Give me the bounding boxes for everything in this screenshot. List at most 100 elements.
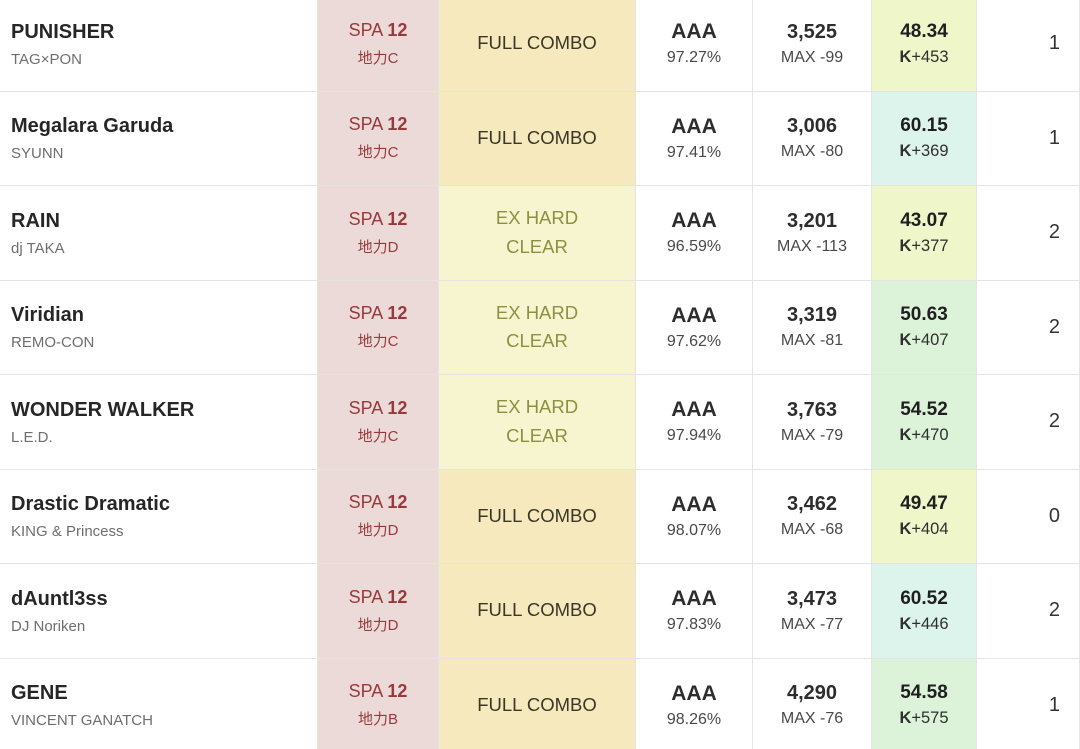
chart-level: 12 [387, 19, 408, 40]
play-count-cell: 2 [977, 564, 1080, 658]
rating-k-delta: +369 [911, 142, 949, 161]
grade-percent: 96.59% [666, 238, 722, 256]
song-cell: GENE VINCENT GANATCH [0, 658, 318, 749]
table-row[interactable]: WONDER WALKER L.E.D. SPA 12 地力C EX HARD … [0, 375, 1080, 470]
clear-lamp-label: EX HARD CLEAR [495, 301, 579, 352]
rating-cell: 43.07 K+377 [872, 186, 977, 280]
song-artist: KING & Princess [11, 523, 124, 541]
rating-k-value: K+369 [899, 142, 948, 161]
grade-value: AAA [671, 114, 717, 138]
play-count-cell: 1 [977, 658, 1080, 749]
chart-difficulty-cell: SPA 12 地力D [318, 186, 439, 280]
rating-value: 60.15 [900, 115, 948, 137]
chart-difficulty-cell: SPA 12 地力B [318, 658, 439, 749]
song-artist: DJ Noriken [11, 617, 86, 635]
score-cell: 3,763 MAX -79 [753, 375, 872, 469]
song-artist: TAG×PON [11, 50, 82, 68]
chart-style-label: SPA [348, 586, 383, 607]
rating-cell: 54.58 K+575 [872, 658, 977, 749]
ex-score-value: 3,319 [786, 304, 838, 327]
rating-value: 48.34 [900, 20, 948, 42]
chart-difficulty-cell: SPA 12 地力C [318, 280, 439, 374]
play-count-value: 2 [1048, 221, 1060, 244]
play-count-value: 1 [1048, 693, 1060, 716]
ex-score-value: 3,473 [786, 587, 838, 610]
chart-level: 12 [387, 114, 408, 135]
chart-level: 12 [387, 397, 408, 418]
song-cell: Drastic Dramatic KING & Princess [0, 469, 318, 563]
rating-k-prefix: K [899, 331, 912, 350]
grade-value: AAA [671, 587, 717, 611]
rating-cell: 49.47 K+404 [872, 469, 977, 563]
song-artist: SYUNN [11, 145, 64, 163]
song-artist: VINCENT GANATCH [11, 712, 153, 730]
chart-style-label: SPA [348, 114, 383, 135]
grade-percent: 98.07% [666, 521, 722, 539]
grade-percent: 97.27% [666, 49, 722, 67]
song-title: RAIN [11, 209, 60, 232]
table-row[interactable]: dAuntl3ss DJ Noriken SPA 12 地力D FULL COM… [0, 564, 1080, 659]
play-count-value: 0 [1048, 504, 1060, 527]
grade-cell: AAA 97.94% [636, 375, 753, 469]
song-title: Megalara Garuda [11, 115, 174, 138]
rating-k-delta: +575 [911, 709, 949, 728]
table-row[interactable]: Drastic Dramatic KING & Princess SPA 12 … [0, 469, 1080, 564]
grade-value: AAA [671, 398, 717, 422]
play-count-value: 1 [1048, 32, 1060, 55]
clear-lamp-cell: FULL COMBO [439, 658, 636, 749]
chart-difficulty: SPA 12 [349, 587, 408, 608]
table-row[interactable]: GENE VINCENT GANATCH SPA 12 地力B FULL COM… [0, 658, 1080, 749]
song-title: GENE [11, 682, 68, 705]
tier-label: 地力C [357, 144, 399, 162]
clear-lamp-cell: FULL COMBO [439, 469, 636, 563]
chart-difficulty: SPA 12 [349, 303, 408, 324]
chart-style-label: SPA [348, 492, 383, 513]
rating-k-prefix: K [899, 236, 912, 255]
play-count-cell: 0 [977, 469, 1080, 563]
rating-value: 49.47 [900, 493, 948, 515]
grade-cell: AAA 97.41% [636, 91, 753, 185]
clear-lamp-cell: EX HARD CLEAR [439, 280, 636, 374]
chart-difficulty: SPA 12 [349, 398, 408, 419]
rating-cell: 60.15 K+369 [872, 91, 977, 185]
rating-k-value: K+453 [899, 48, 948, 67]
max-diff-value: MAX -79 [780, 426, 844, 444]
tier-label: 地力D [357, 522, 399, 540]
max-diff-value: MAX -99 [780, 48, 844, 66]
table-row[interactable]: Viridian REMO-CON SPA 12 地力C EX HARD CLE… [0, 280, 1080, 375]
rating-cell: 50.63 K+407 [872, 280, 977, 374]
chart-difficulty-cell: SPA 12 地力C [318, 375, 439, 469]
tier-label: 地力D [357, 616, 399, 634]
rating-value: 54.58 [900, 682, 948, 704]
rating-value: 54.52 [900, 398, 948, 420]
rating-k-delta: +377 [911, 236, 949, 255]
song-cell: PUNISHER TAG×PON [0, 0, 318, 91]
table-row[interactable]: Megalara Garuda SYUNN SPA 12 地力C FULL CO… [0, 91, 1080, 186]
song-title: dAuntl3ss [11, 587, 108, 610]
score-cell: 3,462 MAX -68 [753, 469, 872, 563]
chart-difficulty-cell: SPA 12 地力D [318, 469, 439, 563]
rating-k-delta: +407 [911, 331, 949, 350]
table-row[interactable]: RAIN dj TAKA SPA 12 地力D EX HARD CLEAR AA… [0, 186, 1080, 281]
song-artist: L.E.D. [11, 428, 53, 446]
tier-label: 地力C [357, 333, 399, 351]
ex-score-value: 4,290 [786, 682, 838, 705]
chart-style-label: SPA [348, 303, 383, 324]
chart-difficulty: SPA 12 [349, 20, 408, 41]
ex-score-value: 3,525 [786, 20, 838, 43]
clear-lamp-cell: EX HARD CLEAR [439, 375, 636, 469]
max-diff-value: MAX -76 [780, 710, 844, 728]
ex-score-value: 3,006 [786, 115, 838, 138]
clear-lamp-cell: FULL COMBO [439, 0, 636, 91]
table-row[interactable]: PUNISHER TAG×PON SPA 12 地力C FULL COMBO A… [0, 0, 1080, 92]
rating-k-delta: +446 [911, 614, 949, 633]
rating-k-prefix: K [899, 520, 912, 539]
chart-difficulty-cell: SPA 12 地力D [318, 564, 439, 658]
chart-level: 12 [387, 303, 408, 324]
rating-k-prefix: K [899, 425, 912, 444]
clear-lamp-label: FULL COMBO [477, 599, 597, 621]
chart-difficulty: SPA 12 [349, 681, 408, 702]
grade-cell: AAA 98.26% [636, 658, 753, 749]
score-cell: 3,473 MAX -77 [753, 564, 872, 658]
rating-k-value: K+575 [899, 709, 948, 728]
